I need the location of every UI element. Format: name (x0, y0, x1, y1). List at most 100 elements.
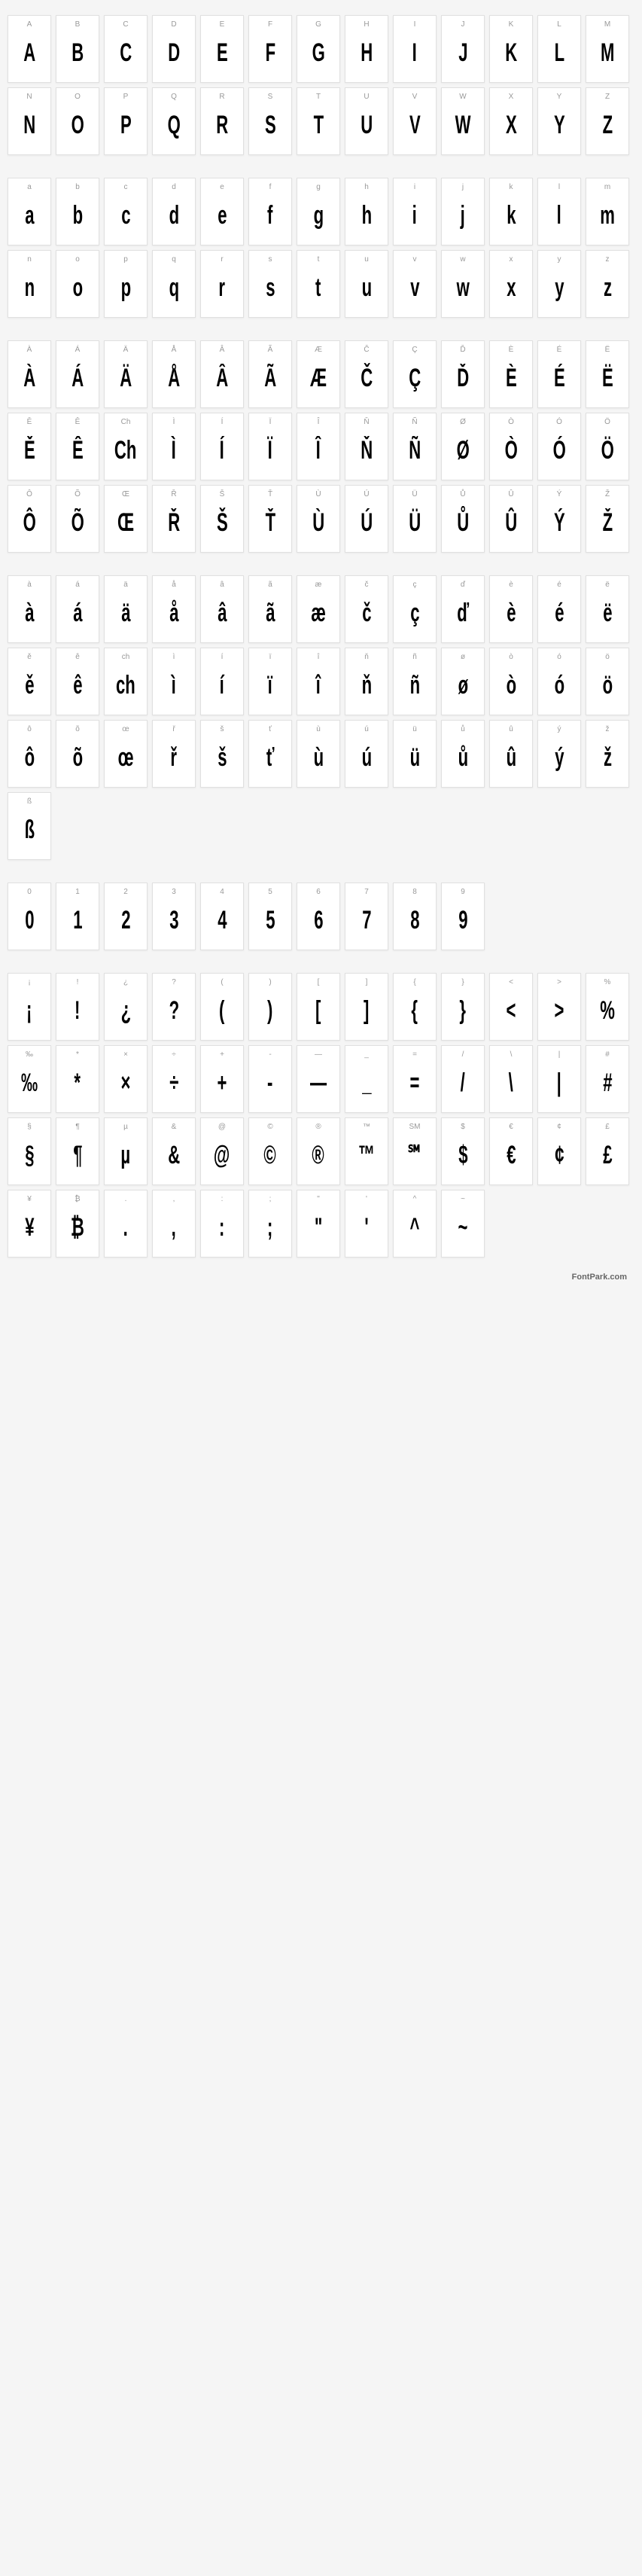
glyph-label: / (462, 1050, 464, 1064)
glyph-label: Ň (364, 418, 369, 431)
glyph-label: t (318, 255, 320, 269)
glyph-display: $ (458, 1136, 467, 1174)
glyph-cell: \\ (489, 1045, 533, 1113)
glyph-label: ¥ (27, 1195, 32, 1209)
glyph-cell: ÈÈ (489, 340, 533, 408)
glyph-cell: ®® (297, 1117, 340, 1185)
glyph-display: À (23, 359, 35, 397)
glyph-display: ™ (358, 1136, 375, 1174)
glyph-display: F (265, 34, 275, 72)
glyph-display: ¥ (25, 1209, 34, 1246)
glyph-display: { (412, 992, 418, 1029)
glyph-cell: 44 (200, 883, 244, 950)
glyph-cell: ii (393, 178, 437, 245)
glyph-label: c (124, 183, 128, 197)
glyph-display: L (554, 34, 564, 72)
glyph-display: å (169, 594, 178, 632)
glyph-cell: RR (200, 87, 244, 155)
glyph-label: X (509, 93, 514, 106)
glyph-cell: àà (8, 575, 51, 643)
glyph-cell: aa (8, 178, 51, 245)
glyph-label: ® (315, 1123, 321, 1136)
glyph-display: Ç (409, 359, 421, 397)
glyph-display: ů (458, 739, 468, 776)
glyph-cell: žž (586, 720, 629, 788)
glyph-cell: ÒÒ (489, 413, 533, 480)
glyph-display: ! (75, 992, 80, 1029)
glyph-label: # (605, 1050, 610, 1064)
glyph-display: Ã (264, 359, 276, 397)
glyph-label: Ó (556, 418, 562, 431)
glyph-cell: @@ (200, 1117, 244, 1185)
glyph-label: l (558, 183, 560, 197)
glyph-cell: ÁÁ (56, 340, 99, 408)
glyph-cell: ÓÓ (537, 413, 581, 480)
glyph-display: % (600, 992, 615, 1029)
glyph-label: h (364, 183, 369, 197)
glyph-label: ‰ (26, 1050, 33, 1064)
glyph-cell: ¡¡ (8, 973, 51, 1041)
glyph-display: 0 (25, 901, 34, 939)
glyph-cell: ÊÊ (56, 413, 99, 480)
glyph-display: ê (73, 666, 82, 704)
glyph-cell: ÄÄ (104, 340, 148, 408)
glyph-display: = (410, 1064, 420, 1102)
glyph-label: é (557, 581, 561, 594)
glyph-cell: {{ (393, 973, 437, 1041)
glyph-label: d (172, 183, 176, 197)
glyph-label: } (461, 978, 464, 992)
glyph-cell: €€ (489, 1117, 533, 1185)
glyph-display: ď (457, 594, 469, 632)
glyph-label: o (75, 255, 80, 269)
glyph-label: k (510, 183, 513, 197)
glyph-label: ù (316, 725, 321, 739)
glyph-display: c (121, 197, 130, 234)
glyph-cell: MM (586, 15, 629, 83)
glyph-cell: úú (345, 720, 388, 788)
glyph-label: Ë (605, 346, 610, 359)
glyph-cell: $$ (441, 1117, 485, 1185)
glyph-display: ^ (410, 1209, 420, 1246)
glyph-display: \ (509, 1064, 513, 1102)
glyph-label: û (509, 725, 513, 739)
glyph-display: W (455, 106, 471, 144)
glyph-display: > (555, 992, 564, 1029)
glyph-cell: ææ (297, 575, 340, 643)
glyph-label: M (604, 20, 610, 34)
glyph-cell: >> (537, 973, 581, 1041)
glyph-cell: .. (104, 1190, 148, 1258)
glyph-display: Ň (361, 431, 373, 469)
glyph-cell: )) (248, 973, 292, 1041)
glyph-cell: 55 (248, 883, 292, 950)
glyph-label: á (75, 581, 80, 594)
glyph-display: — (310, 1064, 327, 1102)
glyph-cell: || (537, 1045, 581, 1113)
glyph-label: i (414, 183, 415, 197)
glyph-cell: êê (56, 648, 99, 715)
glyph-label: Æ (315, 346, 322, 359)
glyph-cell: DD (152, 15, 196, 83)
glyph-cell: ÖÖ (586, 413, 629, 480)
glyph-display: Å (168, 359, 180, 397)
glyph-cell: ** (56, 1045, 99, 1113)
glyph-label: g (316, 183, 321, 197)
glyph-label: Ô (26, 490, 32, 504)
glyph-display: o (72, 269, 83, 306)
glyph-cell: 33 (152, 883, 196, 950)
glyph-label: w (460, 255, 465, 269)
glyph-cell: bb (56, 178, 99, 245)
section-lowercase: aabbccddeeffgghhiijjkkllmmnnooppqqrrsstt… (8, 178, 634, 318)
glyph-display: ù (313, 739, 324, 776)
glyph-cell: AA (8, 15, 51, 83)
glyph-label: ö (605, 653, 610, 666)
glyph-label: 2 (123, 888, 128, 901)
glyph-label: R (219, 93, 224, 106)
glyph-label: ¶ (75, 1123, 79, 1136)
glyph-display: ž (603, 739, 611, 776)
glyph-cell: ěě (8, 648, 51, 715)
glyph-label: S (268, 93, 273, 106)
glyph-cell: ¶¶ (56, 1117, 99, 1185)
glyph-label: × (123, 1050, 128, 1064)
glyph-label: A (27, 20, 32, 34)
glyph-cell: JJ (441, 15, 485, 83)
